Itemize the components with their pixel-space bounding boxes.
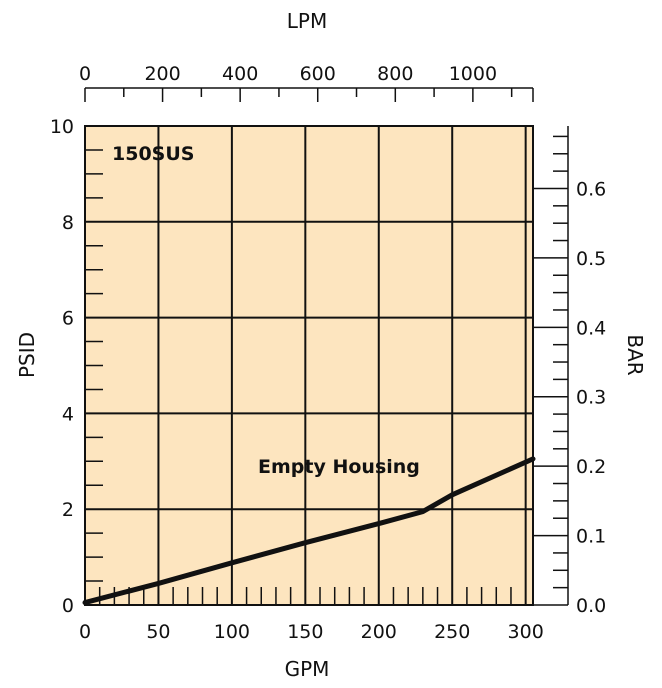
left-tick-label: 10: [50, 116, 74, 138]
right-tick-label: 0.4: [576, 317, 606, 339]
top-tick-label: 200: [144, 63, 180, 85]
left-axis-title: PSID: [15, 332, 39, 378]
plot-frame: [84, 125, 534, 606]
left-tick-label: 8: [62, 212, 74, 234]
right-tick-label: 0.3: [576, 387, 606, 409]
right-axis-title: BAR: [623, 334, 647, 375]
right-tick-label: 0.2: [576, 456, 606, 478]
bottom-axis-title: GPM: [285, 657, 330, 681]
left-tick-label: 4: [62, 403, 74, 425]
series-line-empty-housing: [82, 456, 536, 606]
left-tick-label: 6: [62, 308, 74, 330]
bottom-tick-label: 300: [508, 621, 544, 643]
top-tick-label: 1000: [449, 63, 497, 85]
right-tick-label: 0.0: [576, 595, 606, 617]
right-tick-label: 0.6: [576, 178, 606, 200]
plot-background: [85, 126, 533, 605]
annotation-150sus: 150SUS: [112, 143, 194, 165]
top-axis-title: LPM: [287, 9, 327, 33]
left-tick-label: 0: [62, 595, 74, 617]
bottom-tick-label: 150: [287, 621, 323, 643]
bottom-tick-label: 200: [361, 621, 397, 643]
top-tick-label: 400: [222, 63, 258, 85]
left-tick-label: 2: [62, 499, 74, 521]
bottom-tick-label: 0: [79, 621, 91, 643]
right-tick-label: 0.1: [576, 526, 606, 548]
right-tick-label: 0.5: [576, 248, 606, 270]
bottom-tick-label: 250: [434, 621, 470, 643]
bottom-tick-label: 50: [146, 621, 170, 643]
top-tick-label: 800: [377, 63, 413, 85]
top-tick-label: 600: [300, 63, 336, 85]
bottom-tick-label: 100: [214, 621, 250, 643]
series-label-empty-housing: Empty Housing: [258, 456, 420, 478]
top-tick-label: 0: [79, 63, 91, 85]
